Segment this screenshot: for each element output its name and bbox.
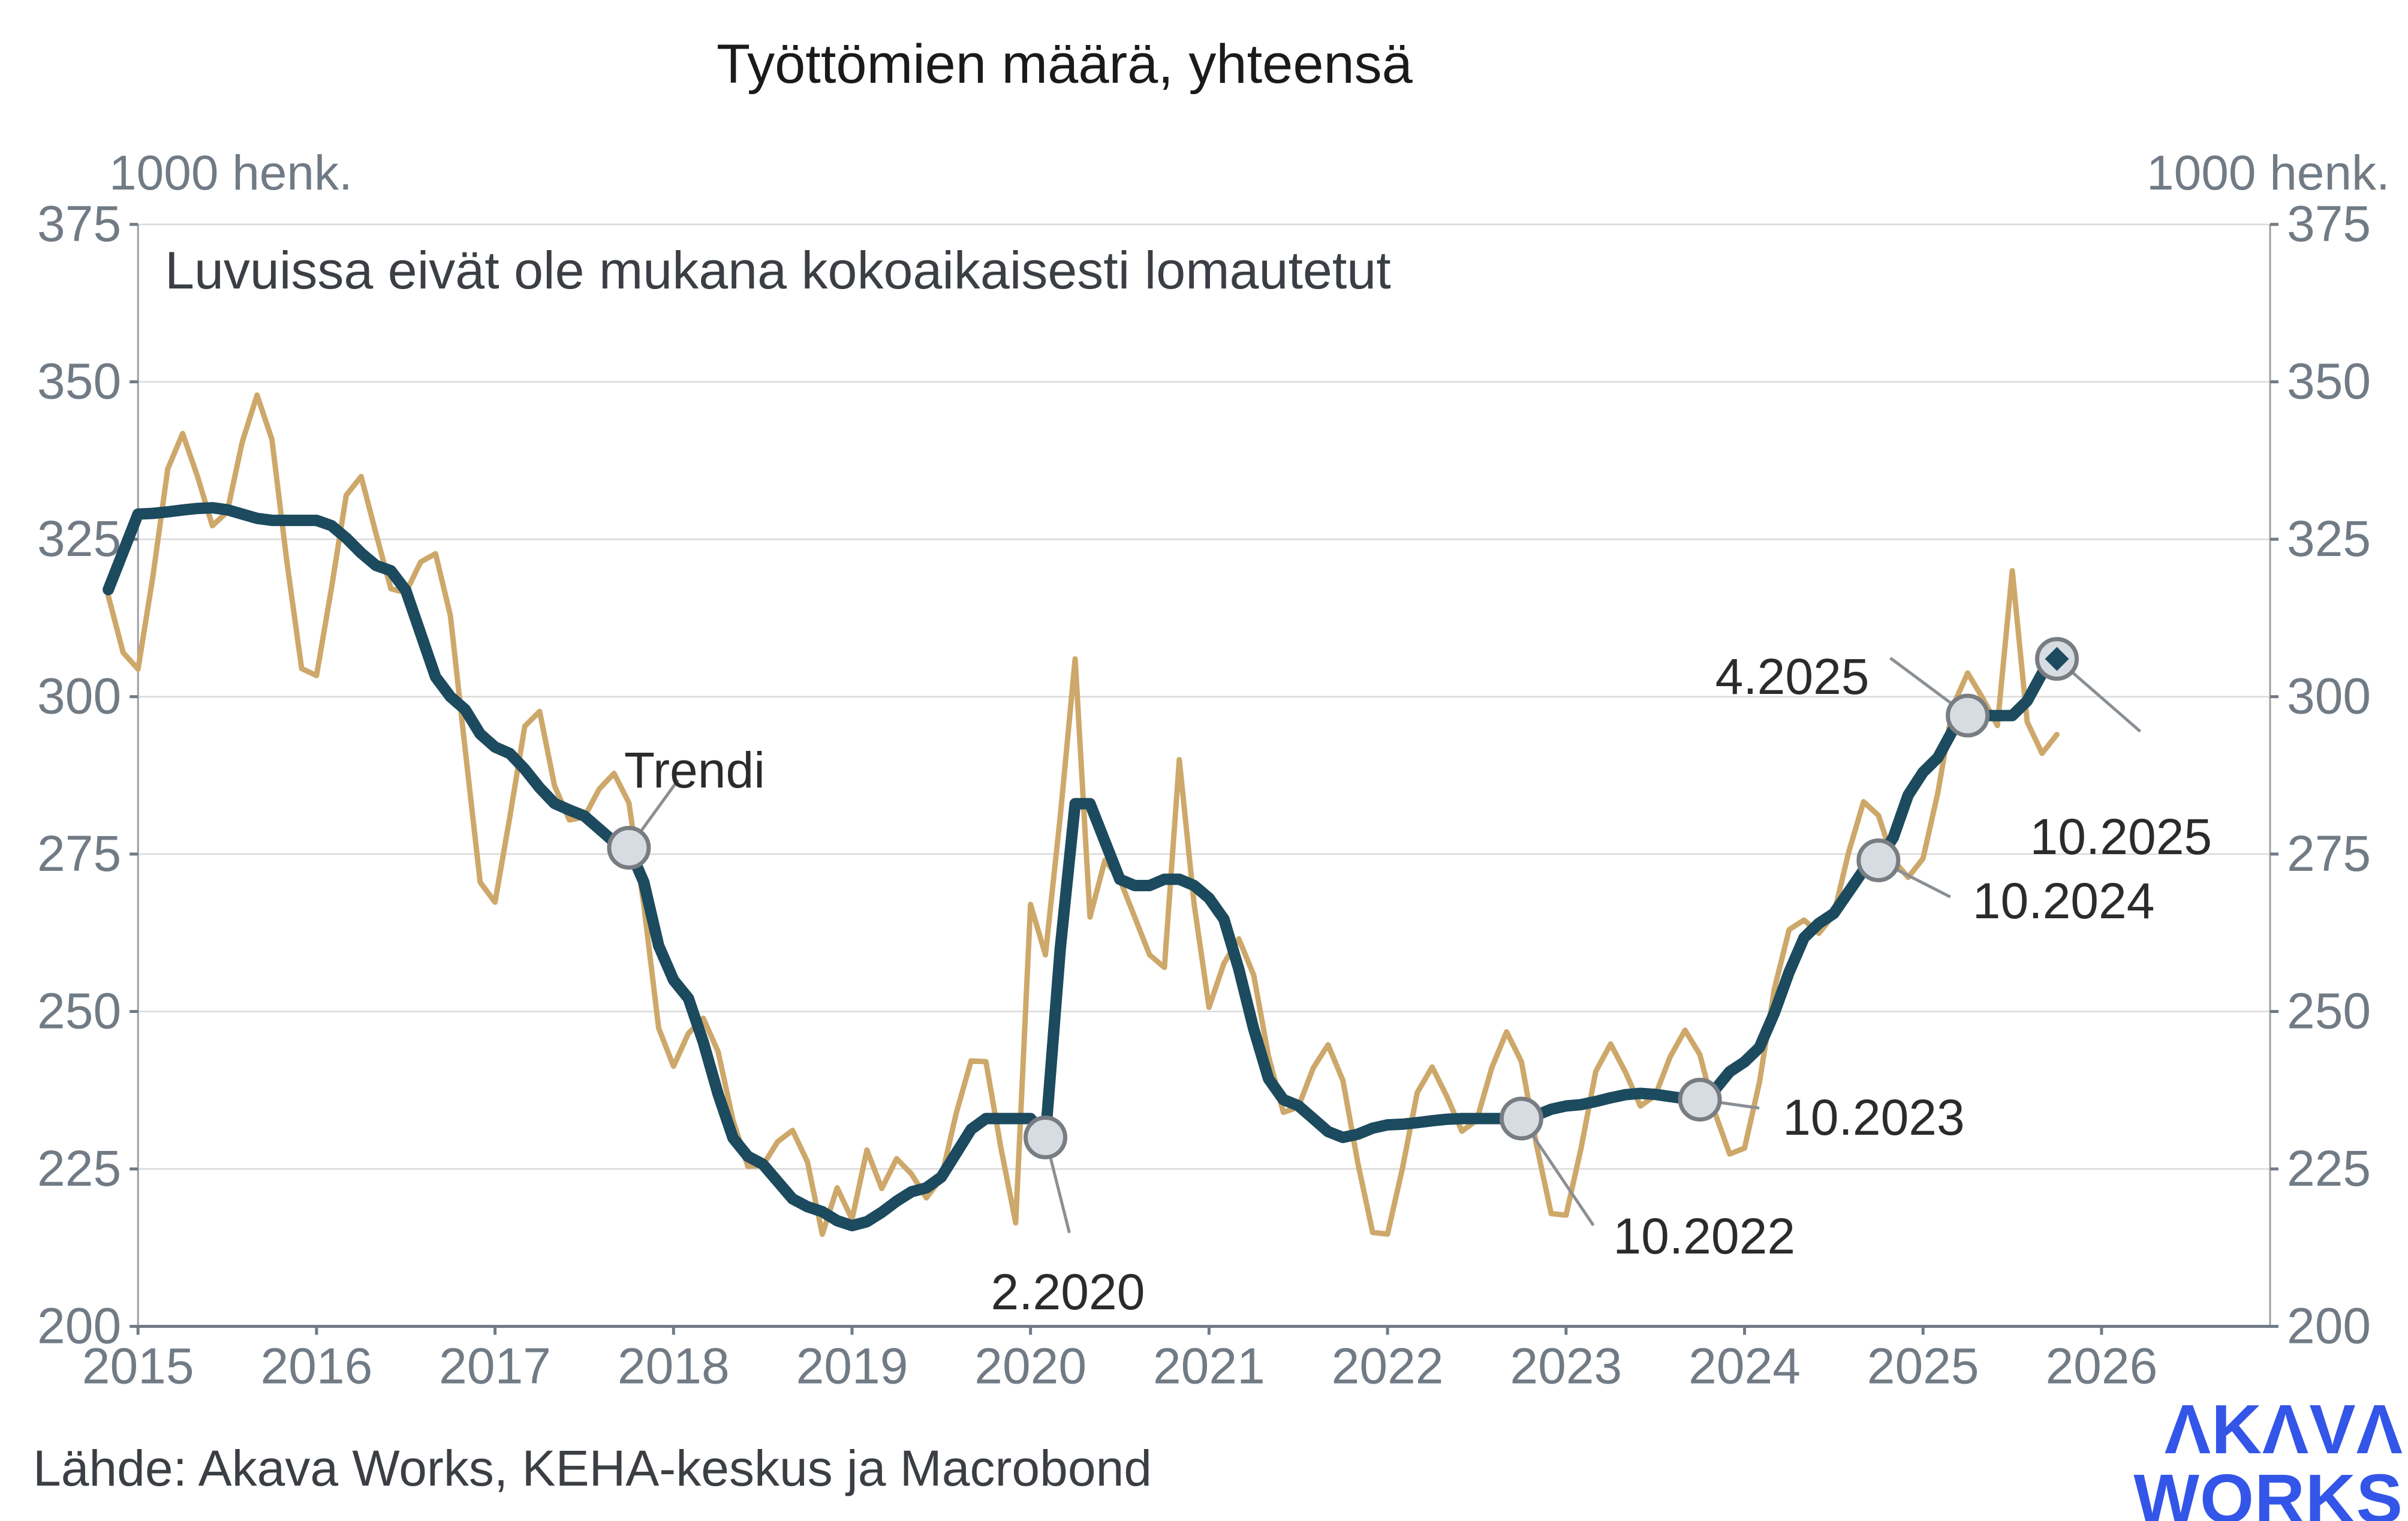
svg-text:200: 200 xyxy=(2287,1298,2371,1354)
svg-text:225: 225 xyxy=(2287,1140,2371,1197)
svg-text:2018: 2018 xyxy=(618,1338,730,1394)
svg-text:275: 275 xyxy=(37,825,121,882)
svg-text:2017: 2017 xyxy=(439,1338,551,1394)
svg-text:300: 300 xyxy=(2287,668,2371,725)
svg-text:2024: 2024 xyxy=(1688,1338,1801,1394)
svg-text:225: 225 xyxy=(37,1140,121,1197)
svg-text:375: 375 xyxy=(37,196,121,252)
svg-text:2016: 2016 xyxy=(260,1338,372,1394)
svg-text:2022: 2022 xyxy=(1332,1338,1444,1394)
svg-text:300: 300 xyxy=(37,668,121,725)
svg-text:350: 350 xyxy=(37,353,121,410)
svg-text:2026: 2026 xyxy=(2045,1338,2157,1394)
svg-text:250: 250 xyxy=(2287,983,2371,1039)
svg-text:2021: 2021 xyxy=(1153,1338,1265,1394)
svg-text:2023: 2023 xyxy=(1510,1338,1622,1394)
svg-text:250: 250 xyxy=(37,983,121,1039)
svg-text:275: 275 xyxy=(2287,825,2371,882)
svg-text:375: 375 xyxy=(2287,196,2371,252)
svg-text:325: 325 xyxy=(37,510,121,567)
svg-text:2020: 2020 xyxy=(974,1338,1086,1394)
svg-text:2015: 2015 xyxy=(82,1338,194,1394)
svg-text:325: 325 xyxy=(2287,510,2371,567)
svg-text:350: 350 xyxy=(2287,353,2371,410)
svg-text:2025: 2025 xyxy=(1867,1338,1979,1394)
svg-text:2019: 2019 xyxy=(796,1338,908,1394)
